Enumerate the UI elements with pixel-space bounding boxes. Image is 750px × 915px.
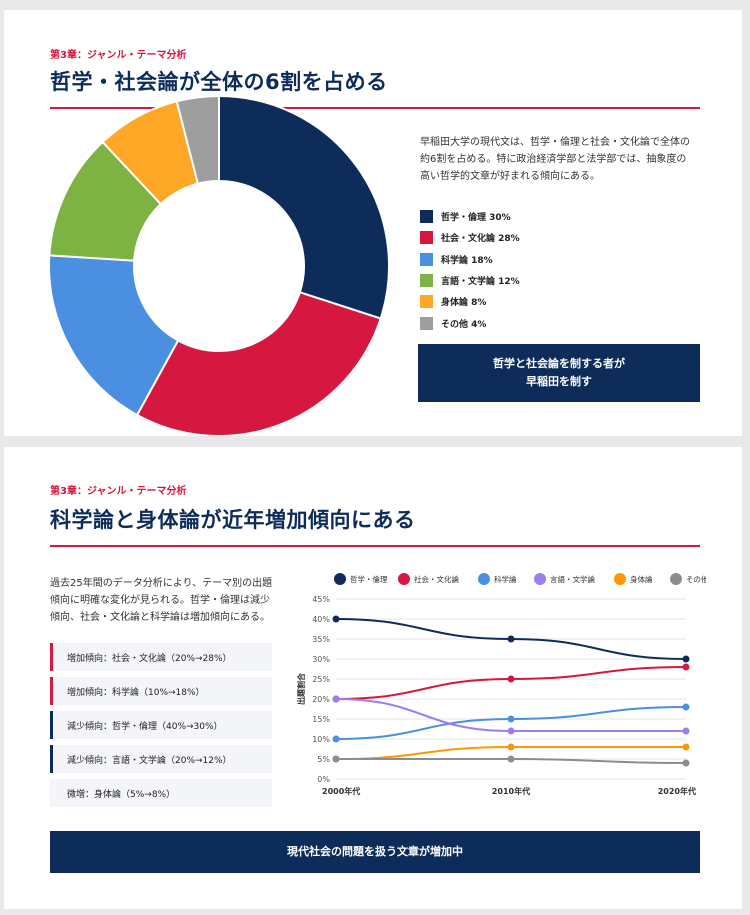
legend-swatch: [420, 274, 433, 288]
data-point: [507, 743, 515, 751]
legend-label: 社会・文化論: [414, 574, 459, 584]
donut-slice: [135, 291, 382, 436]
trend-item: 増加傾向：科学論（10%→18%）: [50, 677, 272, 705]
legend-item: 社会・文化論 28%: [420, 227, 520, 248]
y-tick-label: 0%: [317, 775, 330, 784]
data-point: [682, 703, 690, 711]
y-tick-label: 15%: [312, 715, 330, 724]
trend-item: 減少傾向：言語・文学論（20%→12%）: [50, 745, 272, 773]
description-line: 傾向、社会・文化論と科学論は増加傾向にある。: [50, 612, 270, 623]
legend-swatch: [420, 316, 433, 330]
y-tick-label: 35%: [312, 635, 330, 644]
slide-title: 科学論と身体論が近年増加傾向にある: [50, 508, 416, 532]
x-tick-label: 2010年代: [492, 786, 530, 796]
legend-label: 科学論 18%: [441, 255, 493, 266]
banner-line: 早稲田を制す: [526, 375, 592, 388]
data-point: [682, 655, 690, 663]
slide-title: 哲学・社会論が全体の6割を占める: [50, 70, 388, 94]
legend-label: 言語・文学論: [550, 574, 595, 584]
donut-slice: [48, 254, 180, 417]
x-tick-label: 2000年代: [322, 786, 360, 796]
legend-swatch: [420, 210, 433, 224]
trend-item: 増加傾向：社会・文化論（20%→28%）: [50, 643, 272, 671]
data-point: [682, 743, 690, 751]
description-line: 傾向に明確な変化が見られる。哲学・倫理は減少: [50, 595, 270, 606]
series-line: [335, 666, 687, 700]
y-tick-label: 20%: [312, 695, 330, 704]
slide-genre-trend: 第3章：ジャンル・テーマ分析 科学論と身体論が近年増加傾向にある 過去25年間の…: [4, 447, 742, 909]
slide-genre-share: 第3章：ジャンル・テーマ分析 哲学・社会論が全体の6割を占める 早稲田大学の現代…: [4, 10, 742, 436]
legend-label: その他 4%: [441, 319, 487, 330]
banner-line: 哲学と社会論を制する者が: [493, 357, 625, 370]
legend-label: 哲学・倫理: [350, 574, 388, 584]
legend-swatch: [420, 231, 433, 245]
chapter-label: 第3章：ジャンル・テーマ分析: [50, 486, 187, 497]
x-tick-label: 2020年代: [658, 786, 696, 796]
legend-marker: [398, 573, 410, 585]
description-line: 過去25年間のデータ分析により、テーマ別の出題: [50, 578, 273, 589]
data-point: [507, 727, 515, 735]
chart-legend: 哲学・倫理 30% 社会・文化論 28% 科学論 18% 言語・文学論 12% 身体論 …: [420, 206, 520, 334]
legend-marker: [534, 573, 546, 585]
data-point: [507, 675, 515, 683]
y-tick-label: 5%: [317, 755, 330, 764]
legend-marker: [478, 573, 490, 585]
trend-item: 微増：身体論（5%→8%）: [50, 779, 272, 807]
data-point: [507, 715, 515, 723]
data-point: [332, 755, 340, 763]
line-chart: 0% 5% 10% 15% 20% 25% 30% 35% 40% 45% 2000年代 2010年代…: [296, 573, 706, 796]
legend-item: その他 4%: [420, 312, 520, 333]
description-text: 早稲田大学の現代文は、哲学・倫理と社会・文化論で全体の 約6割を占める。特に政治…: [420, 134, 690, 185]
legend-label: 科学論: [494, 574, 517, 584]
title-rule: [50, 545, 700, 547]
data-point: [332, 695, 340, 703]
y-tick-label: 25%: [312, 675, 330, 684]
donut-chart: [48, 95, 390, 436]
legend-item: 言語・文学論 12%: [420, 270, 520, 291]
data-point: [682, 759, 690, 767]
legend-label: 身体論: [630, 574, 653, 584]
description-line: 高い哲学的文章が好まれる傾向にある。: [420, 171, 600, 182]
chapter-label: 第3章：ジャンル・テーマ分析: [50, 50, 187, 61]
data-point: [507, 755, 515, 763]
legend-item: 哲学・倫理 30%: [420, 206, 520, 227]
description-line: 約6割を占める。特に政治経済学部と法学部では、抽象度の: [420, 154, 687, 165]
y-axis-label: 出題割合: [296, 672, 306, 705]
legend-marker: [614, 573, 626, 585]
legend-label: 哲学・倫理 30%: [441, 213, 511, 224]
y-tick-label: 45%: [312, 595, 330, 604]
title-rule: [50, 107, 700, 109]
trend-item: 減少傾向：哲学・倫理（40%→30%）: [50, 711, 272, 739]
conclusion-banner: 現代社会の問題を扱う文章が増加中: [50, 831, 700, 873]
description-text: 過去25年間のデータ分析により、テーマ別の出題 傾向に明確な変化が見られる。哲学…: [50, 575, 272, 626]
legend-swatch: [420, 295, 433, 309]
data-point: [682, 663, 690, 671]
legend-label: その他: [686, 574, 706, 584]
legend-item: 科学論 18%: [420, 249, 520, 270]
data-point: [332, 735, 340, 743]
legend-marker: [334, 573, 346, 585]
series-line: [335, 698, 686, 732]
legend-item: 身体論 8%: [420, 291, 520, 312]
y-tick-label: 30%: [312, 655, 330, 664]
data-point: [507, 635, 515, 643]
legend-marker: [670, 573, 682, 585]
legend-label: 社会・文化論 28%: [441, 234, 520, 245]
data-point: [332, 615, 340, 623]
y-tick-label: 40%: [312, 615, 330, 624]
legend-label: 身体論 8%: [441, 298, 487, 309]
legend-label: 言語・文学論 12%: [441, 277, 520, 288]
data-point: [682, 727, 690, 735]
legend-swatch: [420, 252, 433, 266]
y-tick-label: 10%: [312, 735, 330, 744]
donut-slice: [175, 95, 220, 185]
conclusion-banner: 哲学と社会論を制する者が 早稲田を制す: [418, 344, 700, 402]
description-line: 早稲田大学の現代文は、哲学・倫理と社会・文化論で全体の: [420, 137, 690, 148]
donut-slice: [218, 95, 390, 320]
